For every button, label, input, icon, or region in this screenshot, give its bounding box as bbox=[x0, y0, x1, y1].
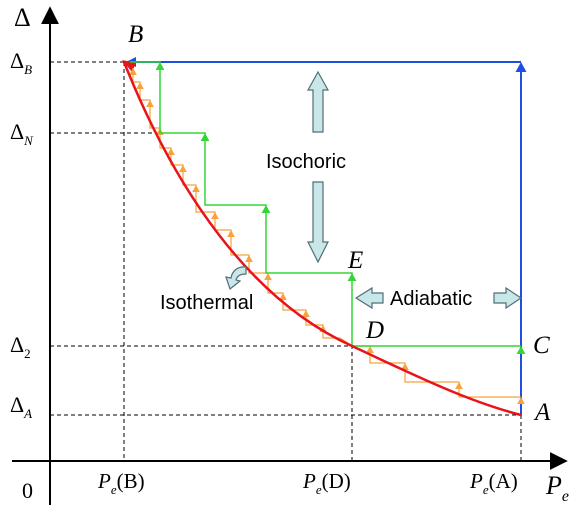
x-axis-symbol: Pe bbox=[545, 471, 569, 505]
x-tick-pe-a: Pe(A) bbox=[469, 469, 518, 497]
orange-arrowhead bbox=[211, 212, 219, 219]
isochoric-down-arrow bbox=[307, 181, 329, 264]
y-tick-delta-2: Δ2 bbox=[10, 332, 31, 361]
green-arrowhead bbox=[516, 346, 526, 354]
point-label-c: C bbox=[533, 332, 550, 359]
orange-arrowhead bbox=[179, 165, 187, 172]
orange-arrowhead bbox=[455, 382, 463, 389]
orange-arrowhead bbox=[279, 293, 287, 300]
green-step-path bbox=[130, 61, 526, 354]
point-label-d: D bbox=[365, 317, 384, 344]
orange-arrowhead bbox=[192, 185, 200, 192]
y-tick-delta-b: ΔB bbox=[10, 48, 32, 77]
x-tick-pe-d: Pe(D) bbox=[302, 469, 351, 497]
orange-arrowhead bbox=[129, 68, 137, 75]
isochoric-label: Isochoric bbox=[266, 151, 346, 173]
y-tick-delta-n: ΔN bbox=[10, 119, 34, 148]
y-tick-delta-a: ΔA bbox=[10, 392, 32, 421]
green-arrowhead bbox=[200, 133, 210, 141]
orange-arrowhead bbox=[146, 100, 154, 107]
origin-label: 0 bbox=[22, 478, 33, 503]
orange-step-line bbox=[132, 68, 521, 398]
point-label-e: E bbox=[347, 247, 363, 274]
isothermal-curve bbox=[122, 61, 522, 417]
point-label-b: B bbox=[128, 21, 143, 48]
isochoric-up-arrow bbox=[306, 70, 330, 133]
orange-arrowhead bbox=[401, 363, 409, 370]
isothermal-curved-arrow bbox=[225, 266, 247, 291]
orange-arrowhead bbox=[245, 255, 253, 262]
green-step-line bbox=[130, 61, 521, 347]
orange-arrowhead bbox=[302, 310, 310, 317]
green-arrowhead bbox=[347, 273, 357, 281]
orange-arrowhead bbox=[264, 273, 272, 280]
adiabatic-right-arrow bbox=[493, 286, 523, 310]
orange-arrowhead bbox=[366, 346, 374, 353]
orange-arrowhead bbox=[517, 397, 525, 404]
orange-arrowhead bbox=[227, 230, 235, 237]
orange-arrowhead bbox=[136, 82, 144, 89]
y-axis-symbol: Δ bbox=[14, 3, 31, 32]
green-arrowhead bbox=[261, 205, 271, 213]
adiabatic-left-arrow bbox=[354, 286, 384, 310]
green-arrowhead bbox=[155, 62, 165, 70]
blue-arrowhead bbox=[515, 62, 527, 72]
adiabatic-label: Adiabatic bbox=[390, 288, 472, 310]
isothermal-label: Isothermal bbox=[160, 292, 253, 314]
orange-arrowhead bbox=[167, 148, 175, 155]
x-tick-pe-b: Pe(B) bbox=[97, 469, 145, 497]
point-label-a: A bbox=[533, 399, 551, 426]
adiabatic-isochoric-path bbox=[126, 57, 527, 415]
guide-lines bbox=[50, 61, 522, 461]
